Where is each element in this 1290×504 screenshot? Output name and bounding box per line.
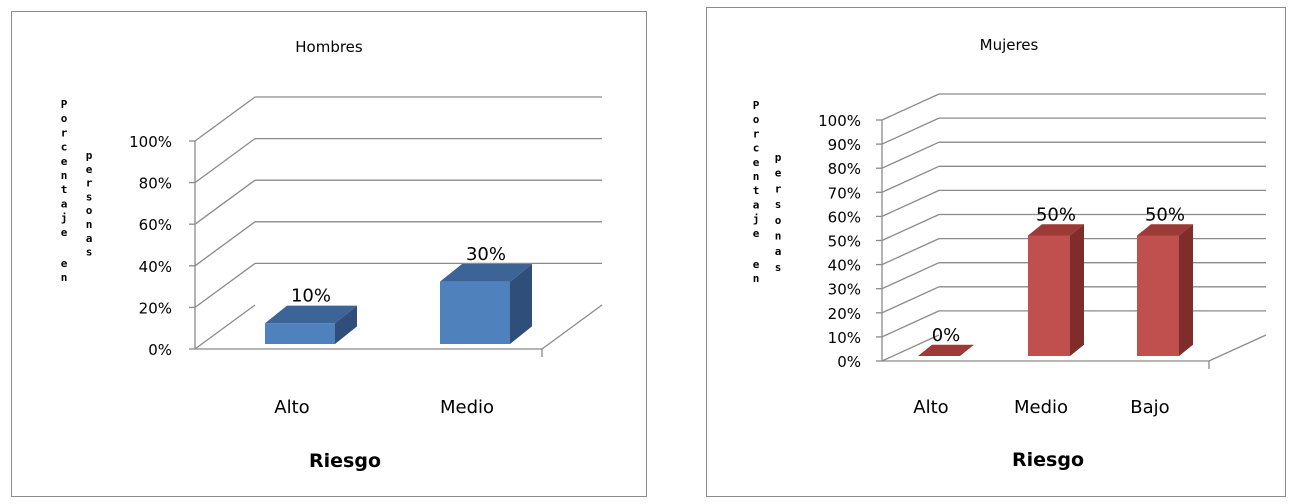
chart-panel-mujeres: Mujeres 0% 10% 20% 30% 40% 50% 60% 70% 80% 90% 100%… — [706, 7, 1286, 497]
y-tick-label: 80% — [828, 160, 861, 178]
bar-top — [265, 305, 357, 324]
bar-top — [1028, 224, 1084, 236]
y-tick-label: 60% — [828, 208, 861, 226]
x-category-label: Alto — [274, 397, 309, 418]
y-tick-label: 0% — [148, 341, 172, 359]
bar-top — [918, 344, 974, 356]
data-label: 50% — [1145, 204, 1185, 225]
gridline-side — [881, 213, 940, 242]
data-label: 50% — [1036, 204, 1076, 225]
bar-side — [1179, 224, 1193, 356]
gridline-side — [881, 93, 940, 121]
bar-front — [265, 323, 335, 344]
chart-mujeres: Mujeres 0% 10% 20% 30% 40% 50% 60% 70% 80% 90% 100%… — [753, 36, 1267, 471]
gridline-side — [194, 138, 256, 184]
floor-edge — [195, 304, 603, 350]
y-tick-label: 100% — [129, 133, 172, 151]
gridline-side — [881, 238, 940, 266]
x-axis-title: Riesgo — [1012, 449, 1084, 471]
data-label: 30% — [466, 244, 506, 265]
data-label: 10% — [291, 286, 331, 307]
chart-title: Hombres — [295, 38, 363, 56]
y-tick-label: 10% — [828, 329, 861, 347]
y-tick-label: 90% — [828, 136, 861, 154]
y-tick-label: 0% — [837, 353, 861, 371]
y-tick-label: 50% — [828, 233, 861, 251]
data-label: 0% — [932, 325, 961, 346]
y-tick-label: 100% — [818, 112, 861, 130]
y-tick-label: 30% — [828, 281, 861, 299]
gridline-side — [881, 334, 940, 362]
x-category-label: Alto — [913, 397, 948, 418]
y-tick-label: 60% — [139, 216, 172, 234]
y-tick-label: 40% — [828, 257, 861, 275]
chart-panel-hombres: Hombres 0% 20% 40% 60% 80% 100% 10% Alto 30% Medio… — [11, 11, 647, 497]
bar-front — [1137, 235, 1179, 356]
x-axis-title: Riesgo — [309, 450, 381, 472]
bar-side — [510, 264, 532, 344]
x-category-label: Medio — [440, 397, 494, 418]
y-tick-label: 70% — [828, 184, 861, 202]
gridline-side — [881, 165, 940, 193]
bar-top — [1137, 224, 1193, 236]
y-tick-label: 40% — [139, 258, 172, 276]
gridline-side — [881, 141, 940, 169]
bar-front — [1028, 235, 1070, 356]
gridline-side — [881, 262, 940, 290]
gridline-side — [881, 117, 940, 145]
chart-title: Mujeres — [980, 36, 1039, 54]
gridline-side — [194, 262, 256, 308]
gridline-side — [194, 221, 256, 267]
y-tick-label: 80% — [139, 175, 172, 193]
gridline-side — [881, 286, 940, 314]
bar-front — [440, 281, 510, 344]
gridline-side — [881, 189, 940, 217]
y-tick-label: 20% — [139, 299, 172, 317]
y-tick-label: 20% — [828, 305, 861, 323]
chart-hombres: Hombres 0% 20% 40% 60% 80% 100% 10% Alto 30% Medio… — [61, 38, 603, 472]
bar-side — [1070, 224, 1084, 356]
gridline-side — [194, 96, 256, 142]
bar-top — [440, 264, 532, 282]
x-category-label: Medio — [1014, 397, 1068, 418]
gridline-side — [881, 310, 940, 338]
x-category-label: Bajo — [1130, 397, 1169, 418]
gridline-side — [194, 179, 256, 225]
gridline-side — [194, 304, 256, 350]
bar-side — [335, 305, 357, 344]
